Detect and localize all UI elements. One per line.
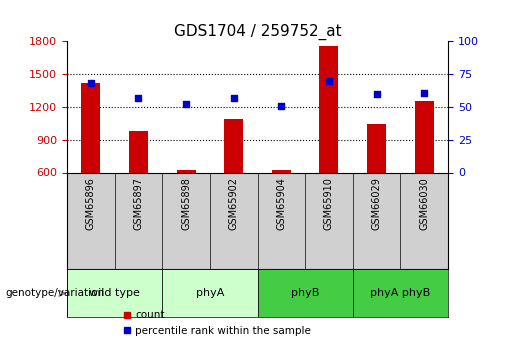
Bar <box>162 269 258 317</box>
Bar <box>177 170 196 172</box>
Point <box>134 95 143 100</box>
Legend: count, percentile rank within the sample: count, percentile rank within the sample <box>118 306 315 340</box>
Text: phyA phyB: phyA phyB <box>370 288 431 298</box>
Bar <box>129 131 148 172</box>
Text: GSM65898: GSM65898 <box>181 177 191 230</box>
Bar <box>224 119 243 172</box>
Text: GSM65902: GSM65902 <box>229 177 238 230</box>
Text: GSM65897: GSM65897 <box>133 177 143 230</box>
Bar <box>81 83 100 172</box>
Text: phyB: phyB <box>291 288 319 298</box>
Title: GDS1704 / 259752_at: GDS1704 / 259752_at <box>174 24 341 40</box>
Point <box>182 101 190 107</box>
Point <box>277 103 285 108</box>
Bar <box>272 170 291 172</box>
Point <box>87 81 95 86</box>
Bar <box>67 269 162 317</box>
Text: wild type: wild type <box>89 288 140 298</box>
Bar <box>319 46 338 172</box>
Bar <box>367 125 386 172</box>
Text: GSM66029: GSM66029 <box>372 177 382 230</box>
Text: GSM65896: GSM65896 <box>86 177 96 230</box>
Text: GSM65910: GSM65910 <box>324 177 334 230</box>
Bar <box>258 269 353 317</box>
Text: genotype/variation: genotype/variation <box>5 288 104 298</box>
Bar <box>415 101 434 172</box>
Point <box>325 78 333 83</box>
Text: phyA: phyA <box>196 288 224 298</box>
Point <box>372 91 381 97</box>
Point <box>420 90 428 95</box>
Text: GSM66030: GSM66030 <box>419 177 429 230</box>
Point <box>230 95 238 100</box>
Bar <box>353 269 448 317</box>
Text: GSM65904: GSM65904 <box>277 177 286 230</box>
